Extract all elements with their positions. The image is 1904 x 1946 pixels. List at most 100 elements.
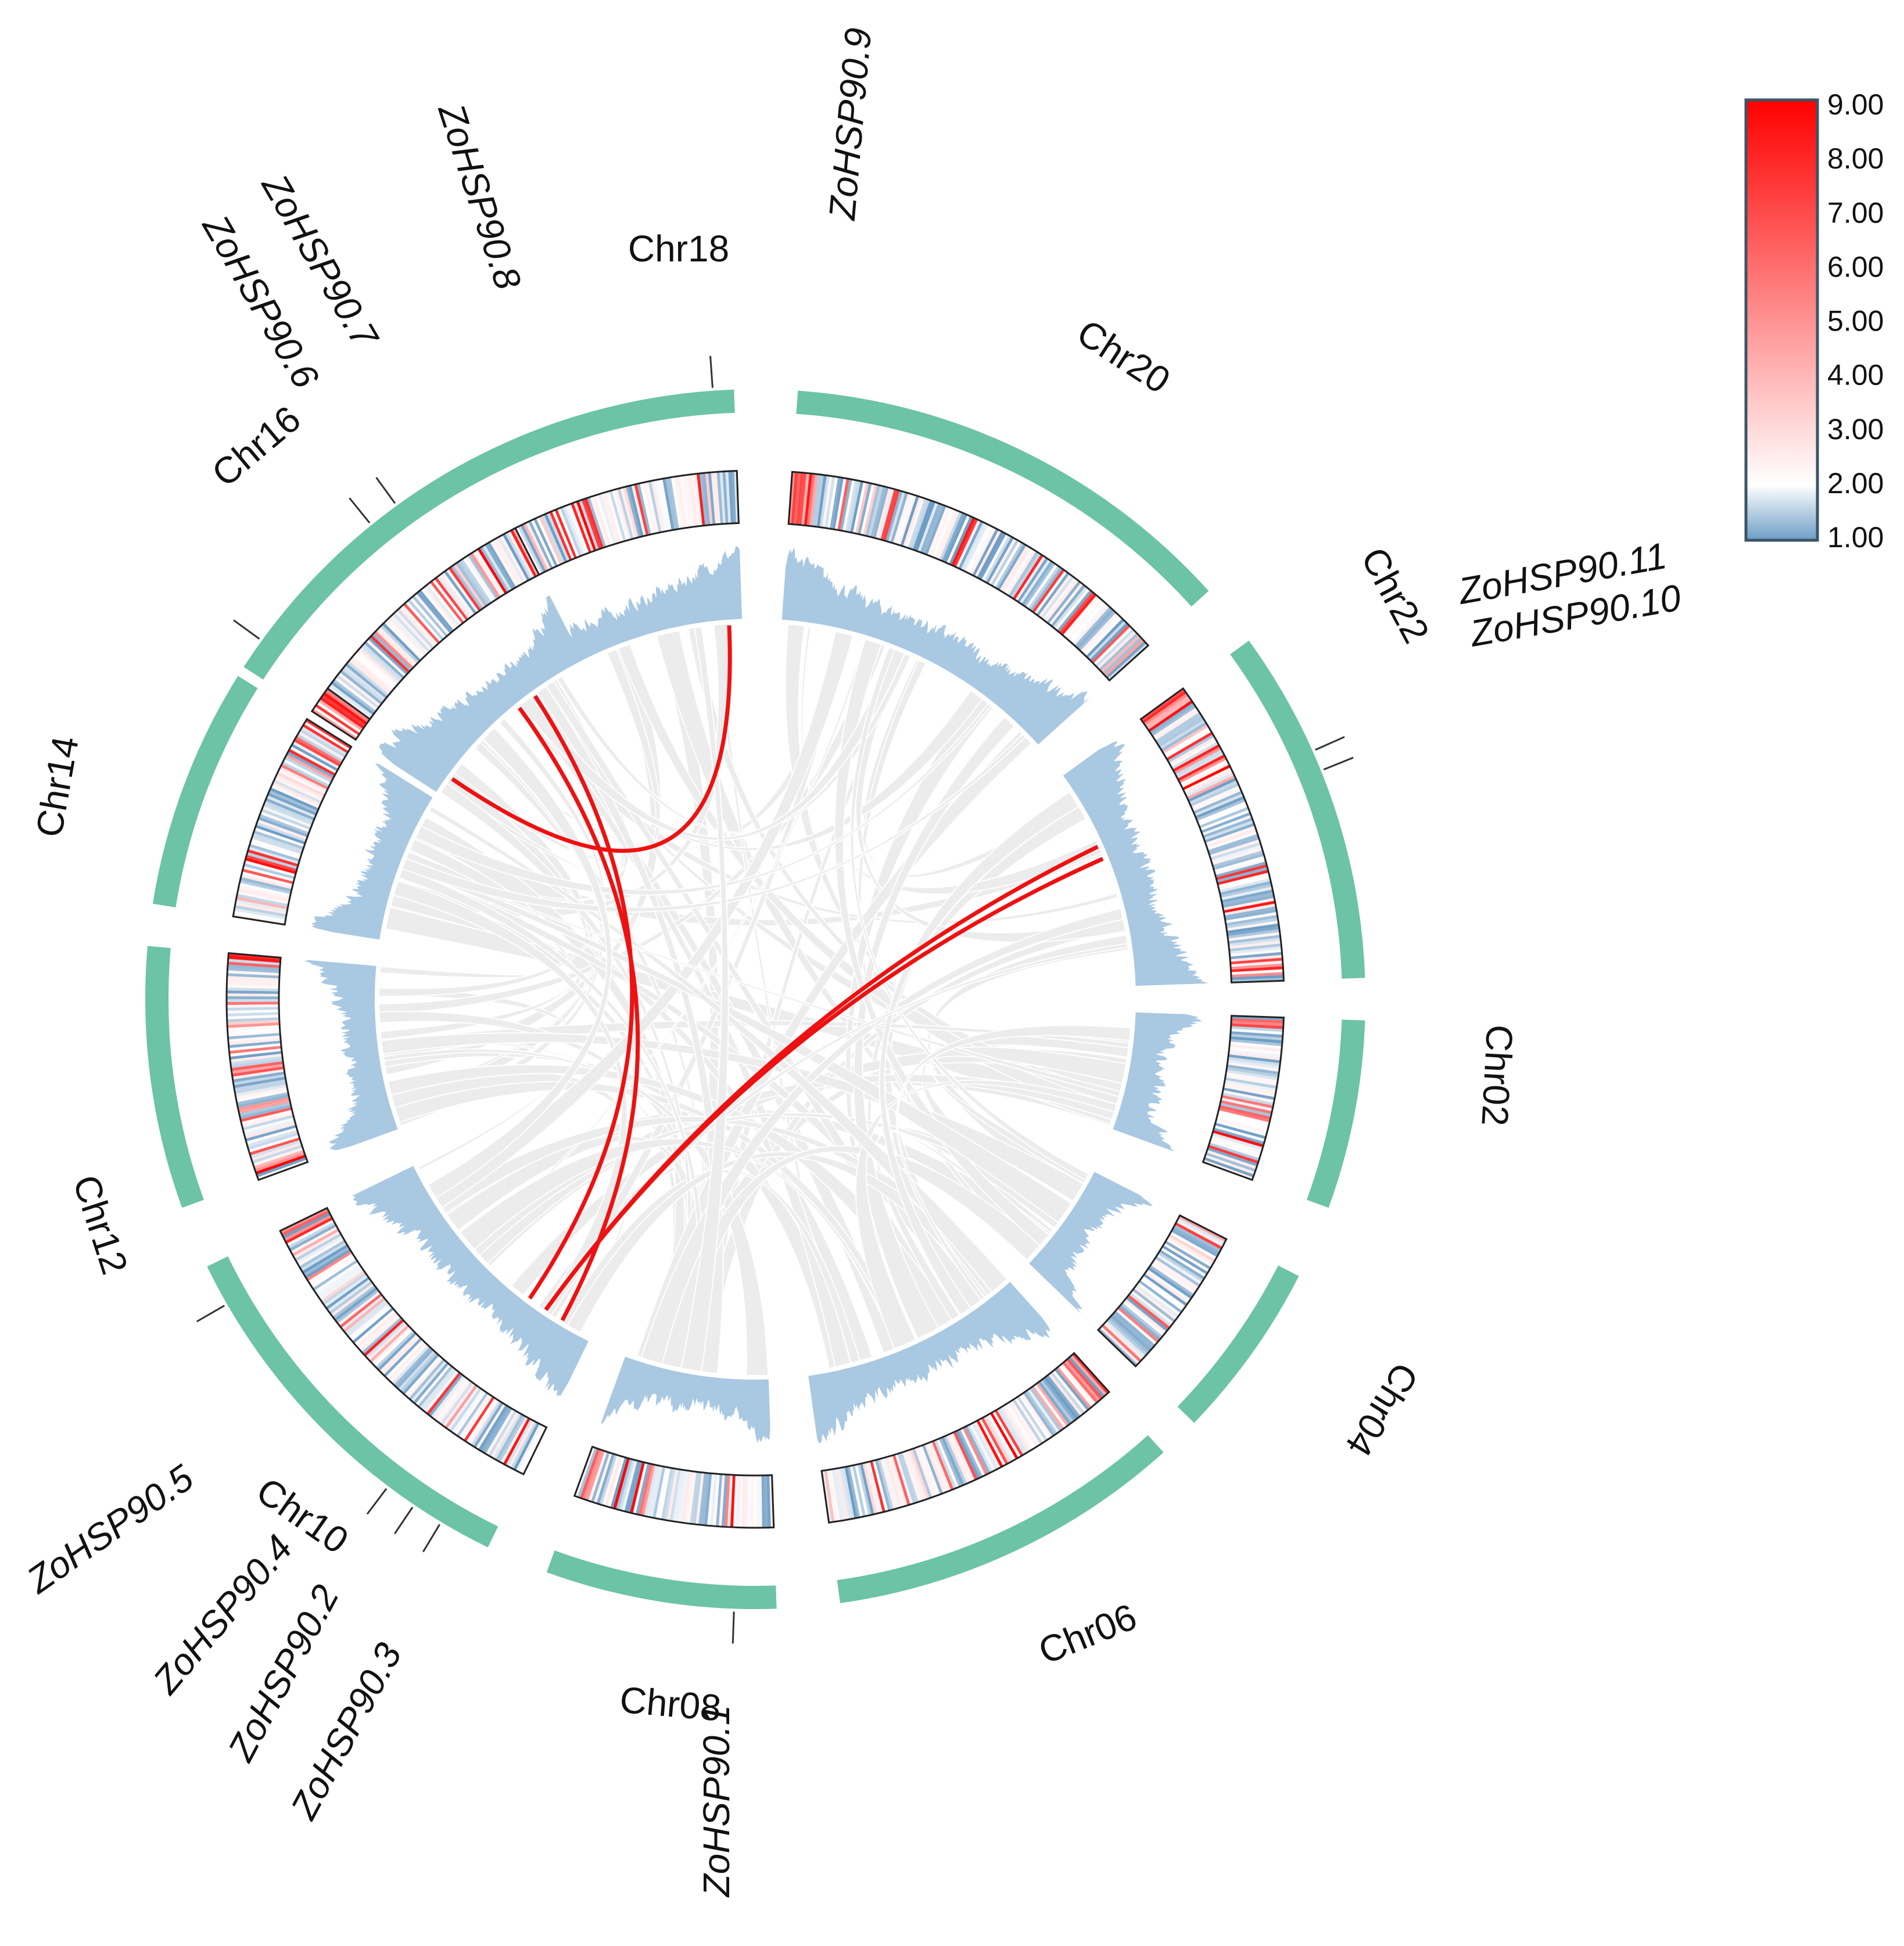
heatmap-cell (441, 572, 475, 616)
heatmap-cell (1164, 1240, 1211, 1270)
heatmap-cell (1222, 1090, 1275, 1104)
heatmap-cell (988, 538, 1017, 586)
heatmap-cell (1229, 1044, 1282, 1053)
heatmap-cell (546, 512, 571, 562)
heatmap-cell (470, 552, 501, 598)
legend-tick-label: 4.00 (1827, 359, 1884, 392)
heatmap-cell (892, 493, 912, 544)
heatmap-cell (1186, 775, 1236, 800)
heatmap-cell (1228, 1057, 1281, 1067)
heatmap-cell (456, 562, 488, 607)
heatmap-cell (408, 1358, 445, 1401)
heatmap-cell (271, 784, 320, 809)
heatmap-cell (346, 1301, 389, 1337)
heatmap-cell (325, 1276, 370, 1310)
heatmap-cell (837, 478, 850, 531)
heatmap-cell (1056, 590, 1093, 633)
heatmap-cell (1019, 559, 1051, 605)
heatmap-chr16 (326, 527, 540, 721)
heatmap-cell (520, 1426, 547, 1474)
heatmap-cell (612, 1457, 630, 1509)
heatmap-cell (1145, 695, 1191, 728)
gene-density-histogram-ring (304, 546, 1209, 1444)
heatmap-cell (707, 1473, 715, 1526)
heatmap-cell (899, 1452, 919, 1503)
heatmap-cell (731, 471, 737, 523)
heatmap-cell (590, 1452, 610, 1503)
heatmap-cell (1029, 1387, 1062, 1432)
heatmap-cell (791, 472, 799, 525)
heatmap-cell (716, 472, 724, 525)
heatmap-cell (916, 1446, 938, 1497)
heatmap-cell (936, 1438, 959, 1488)
heatmap-cell (1230, 960, 1283, 968)
heatmap-cell (246, 1129, 298, 1147)
heatmap-cell (1231, 1023, 1283, 1030)
heatmap-cell (1170, 739, 1218, 768)
heatmap-cell (1229, 943, 1282, 952)
heatmap-cell (1062, 1362, 1099, 1404)
heatmap-cell (262, 805, 312, 828)
gene-leader-line (375, 477, 396, 504)
heatmap-cell (1030, 567, 1063, 612)
heatmap-cell (834, 477, 847, 530)
synteny-ribbon (542, 942, 1129, 1316)
heatmap-cell (1228, 1051, 1281, 1061)
heatmap-cell (397, 1350, 436, 1391)
heatmap-cell (544, 513, 568, 563)
heatmap-cell (721, 1474, 728, 1527)
heatmap-cell (990, 539, 1020, 587)
synteny-ribbon (640, 907, 1124, 1365)
heatmap-cell (1101, 1324, 1142, 1363)
heatmap-cell (625, 486, 642, 538)
heatmap-cell (753, 1475, 756, 1528)
heatmap-cell (1031, 1385, 1064, 1430)
chromosome-band-chr10 (207, 1256, 499, 1548)
heatmap-cell (428, 1373, 464, 1417)
heatmap-cell (1221, 1097, 1273, 1112)
synteny-ribbon (403, 860, 1121, 1098)
heatmap-cell (1183, 767, 1232, 793)
heatmap-cell (1220, 884, 1272, 899)
heatmap-cell (897, 1453, 916, 1504)
heatmap-cell (235, 902, 288, 915)
heatmap-cell (665, 477, 677, 530)
heatmap-cell (973, 1421, 1001, 1469)
heatmap-cell (252, 1147, 304, 1166)
heatmap-cell (227, 1027, 280, 1034)
heatmap-cell (233, 910, 286, 922)
heatmap-cell (281, 761, 330, 788)
heatmap-cell (401, 604, 439, 646)
heatmap-cell (395, 1348, 433, 1389)
gene-leader-line (366, 1488, 388, 1515)
color-scale-bar (1744, 98, 1819, 542)
heatmap-cell (1179, 759, 1228, 786)
heatmap-cell (1155, 712, 1202, 744)
heatmap-cell (576, 500, 597, 551)
synteny-ribbon (380, 1019, 1130, 1058)
heatmap-cell (490, 540, 519, 587)
heatmap-cell (238, 1097, 290, 1111)
heatmap-cell (1231, 963, 1283, 970)
heatmap-cell (240, 877, 292, 892)
heatmap-cell (1222, 897, 1275, 911)
heatmap-cell (1068, 1356, 1105, 1398)
heatmap-cell (1038, 574, 1073, 618)
gene-label-zohsp90-8: ZoHSP90.8 (430, 98, 529, 295)
synteny-ribbon (378, 717, 605, 997)
heatmap-cell (291, 743, 339, 771)
heatmap-cell (243, 1119, 295, 1136)
chromosome-band-chr14 (152, 676, 258, 908)
heatmap-cell (850, 481, 864, 533)
heatmap-cell (730, 1475, 736, 1528)
heatmap-cell (253, 830, 304, 850)
heatmap-cell (415, 1363, 451, 1406)
chromosome-label-chr22: Chr22 (1353, 541, 1437, 650)
heatmap-cell (1054, 1368, 1090, 1411)
synteny-ribbon (849, 646, 1090, 1181)
heatmap-cell (250, 838, 302, 857)
heatmap-cell (719, 471, 726, 524)
heatmap-cell (242, 868, 294, 884)
heatmap-cell (462, 556, 494, 602)
heatmap-cell (391, 1344, 430, 1385)
